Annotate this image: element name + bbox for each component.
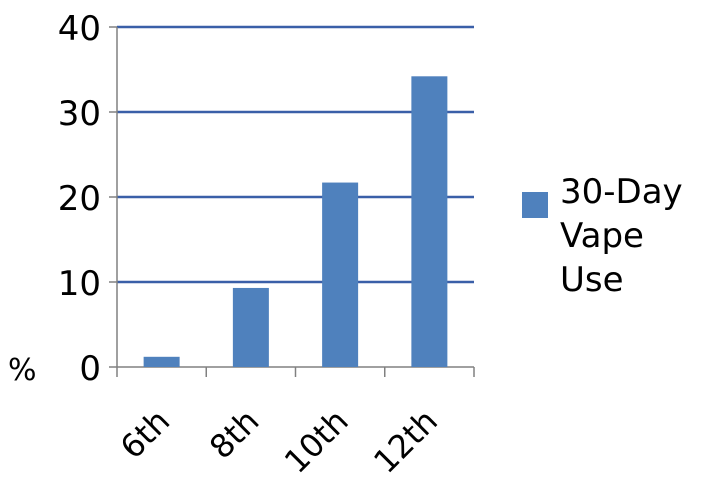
x-tick-label: 12th (366, 402, 445, 481)
x-tick-label: 6th (113, 402, 177, 466)
bar-8th (232, 287, 269, 367)
legend-label-line: Vape (560, 216, 644, 256)
y-tick-label: 20 (58, 179, 101, 219)
tick-labels: 0 10 20 30 40% 6th 8th 10th 12th (8, 9, 445, 481)
y-tick-label: 10 (58, 264, 101, 304)
y-tick-label: 40 (58, 9, 101, 49)
bar-12th (411, 76, 448, 368)
x-tick-label: 8th (202, 402, 266, 466)
legend-label-line: Use (560, 260, 624, 300)
bar-10th (322, 182, 359, 367)
bars (143, 76, 448, 368)
x-tick-label: 10th (277, 402, 356, 481)
y-tick-label: 0 (79, 349, 101, 389)
y-tick-label: 30 (58, 94, 101, 134)
legend-swatch (522, 192, 548, 218)
legend-label-line: 30-Day (560, 172, 683, 212)
legend-label: 30-Day Vape Use (560, 170, 700, 302)
y-axis-label: % (8, 353, 37, 388)
bar-6th (143, 356, 180, 367)
